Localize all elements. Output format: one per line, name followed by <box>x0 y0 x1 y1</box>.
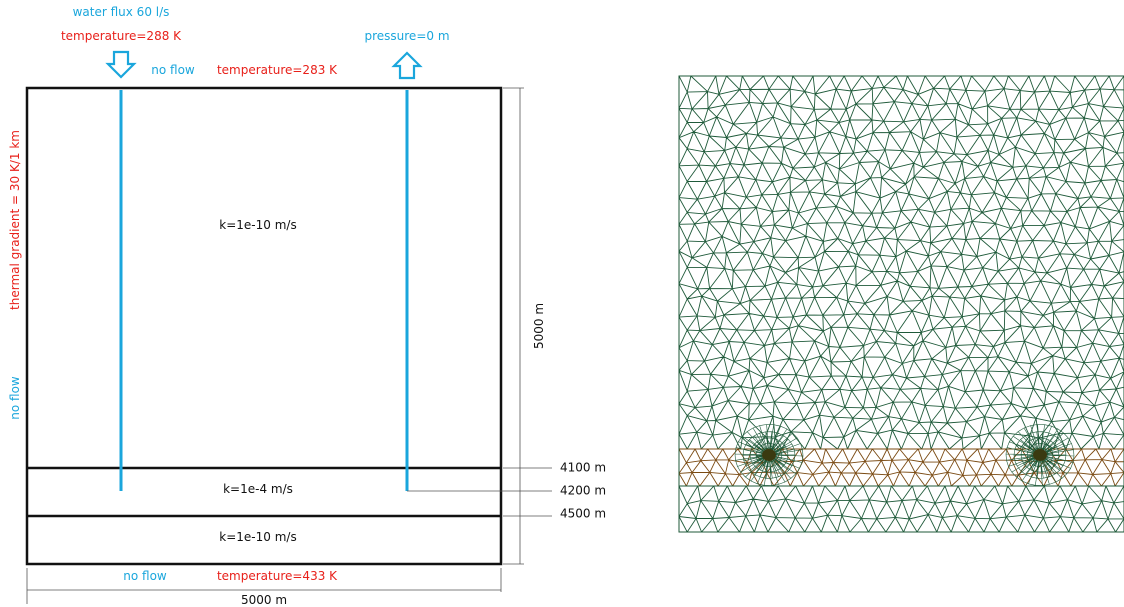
arrow-down-icon <box>105 50 137 79</box>
injection-temperature-label: temperature=288 K <box>61 29 182 43</box>
mesh-edges <box>679 76 1124 450</box>
arrow-up-icon <box>391 51 423 80</box>
width-dimension-label: 5000 m <box>241 593 287 607</box>
bottom-temperature-label: temperature=433 K <box>217 569 338 583</box>
top-no-flow-label: no flow <box>151 63 195 77</box>
mesh-lower-layer <box>679 485 1124 532</box>
aquifer-permeability: k=1e-4 m/s <box>223 482 293 496</box>
finite-element-mesh <box>678 75 1124 533</box>
mesh-upper-layer <box>679 76 1124 450</box>
model-domain-outline <box>25 86 503 566</box>
mesh-aquifer-layer <box>679 448 1124 487</box>
depth-leaders <box>407 467 552 517</box>
mesh-well-refinement <box>734 424 1075 486</box>
top-temperature-label: temperature=283 K <box>217 63 338 77</box>
extraction-pressure-label: pressure=0 m <box>364 29 449 43</box>
depth-4100-label: 4100 m <box>560 461 606 475</box>
injection-flux-label: water flux 60 l/s <box>73 5 170 19</box>
well-refinement-core <box>1033 449 1047 461</box>
width-dimension <box>26 568 502 604</box>
depth-4500-label: 4500 m <box>560 507 606 521</box>
upper-layer-permeability: k=1e-10 m/s <box>219 218 296 232</box>
bottom-no-flow-label: no flow <box>123 569 167 583</box>
well-refinement-core <box>762 449 776 461</box>
height-dimension <box>503 87 524 565</box>
conceptual-model: water flux 60 l/s temperature=288 K pres… <box>8 5 606 607</box>
lower-layer-permeability: k=1e-10 m/s <box>219 530 296 544</box>
mesh-edges <box>679 485 1124 532</box>
left-thermal-gradient-label: thermal gradient = 30 K/1 km <box>8 130 22 310</box>
mesh-outline <box>678 75 1124 533</box>
height-dimension-label: 5000 m <box>532 303 546 349</box>
left-no-flow-label: no flow <box>8 376 22 420</box>
depth-4200-label: 4200 m <box>560 484 606 498</box>
mesh-edges <box>679 448 1124 487</box>
